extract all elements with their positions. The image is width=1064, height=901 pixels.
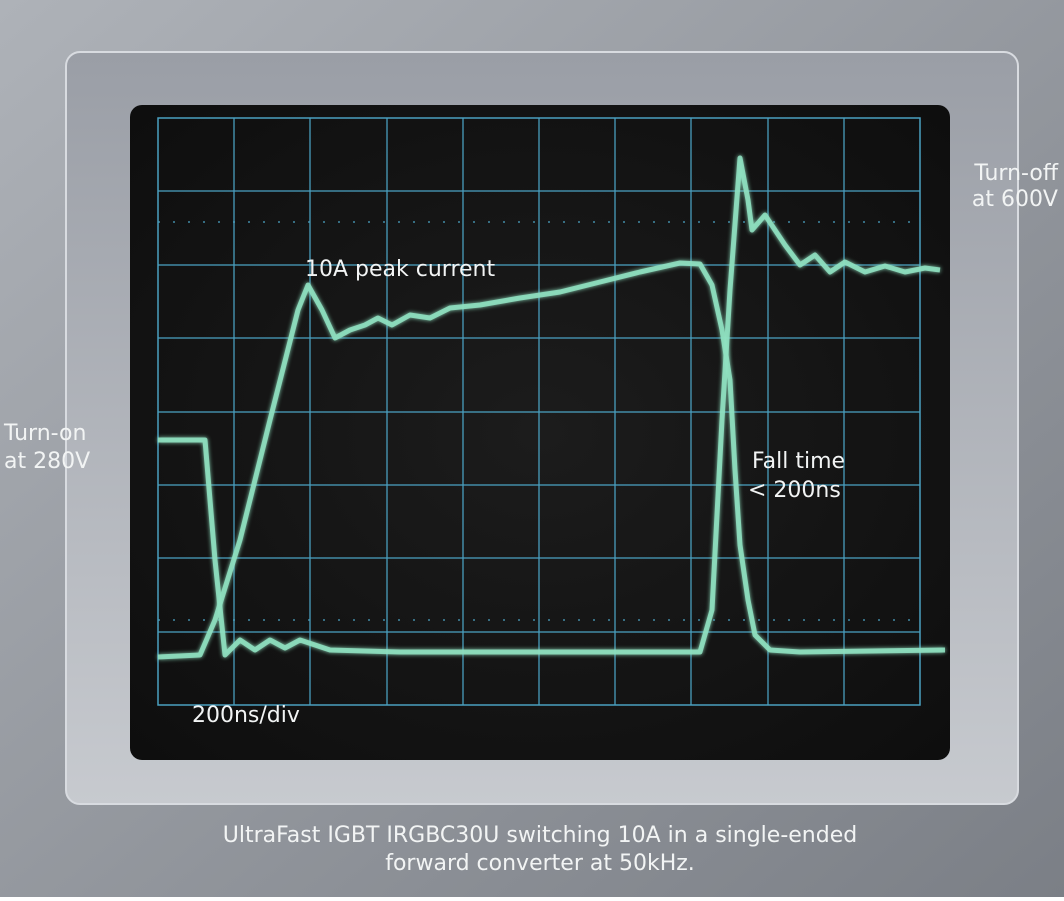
turn-off-label: Turn-off <box>973 161 1058 186</box>
page: Turn-off at 600V 10A peak current Turn-o… <box>0 0 1064 897</box>
caption: UltraFast IGBT IRGBC30U switching 10A in… <box>223 823 857 848</box>
screen <box>130 105 950 760</box>
timebase-label: 200ns/div <box>192 703 300 728</box>
turn-off-label: at 600V <box>972 187 1058 212</box>
turn-on-label: at 280V <box>4 449 90 474</box>
scope-photo: Turn-off at 600V 10A peak current Turn-o… <box>0 0 1064 897</box>
fall-time-label: < 200ns <box>748 478 841 503</box>
caption: forward converter at 50kHz. <box>385 851 695 876</box>
turn-on-label: Turn-on <box>3 421 86 446</box>
fall-time-label: Fall time <box>752 449 845 474</box>
peak-current-label: 10A peak current <box>305 257 495 282</box>
